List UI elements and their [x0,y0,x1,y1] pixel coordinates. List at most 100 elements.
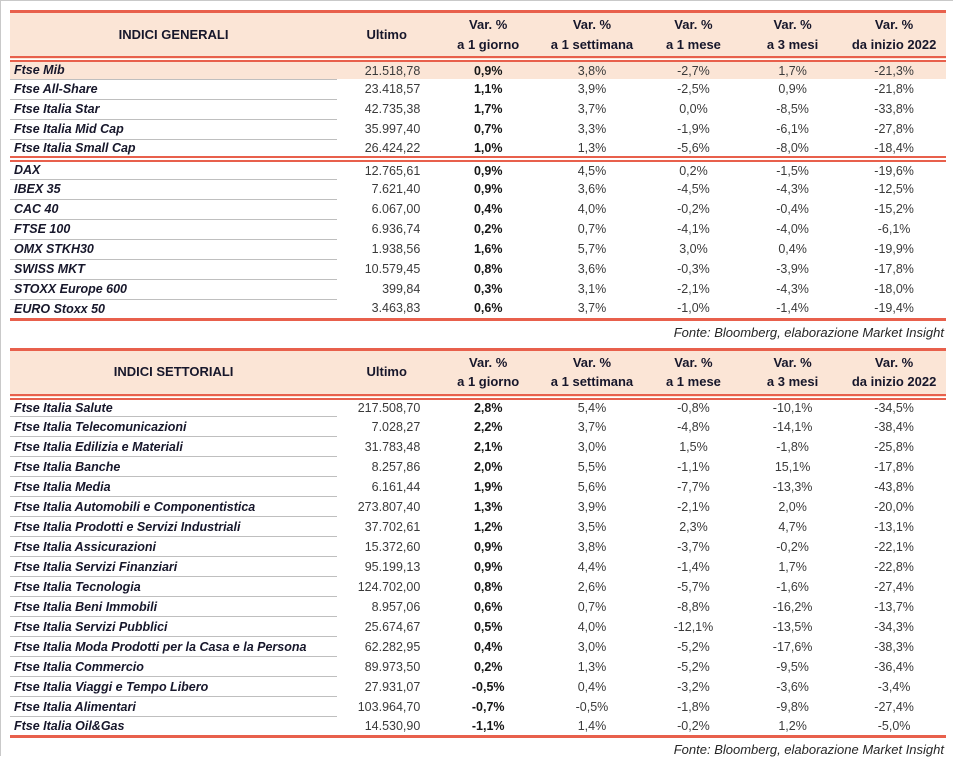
sector-indices-table: INDICI SETTORIALI Ultimo Var. % a 1 giorn… [10,347,946,738]
source-note-sector: Fonte: Bloomberg, elaborazione Market In… [673,742,944,757]
change-ytd-2022: -21,3% [842,59,946,79]
change-1-month: -2,5% [677,82,710,96]
change-1-month: -4,5% [677,182,710,196]
change-1-day: 0,9% [473,539,503,554]
last-value: 12.765,61 [364,163,421,178]
change-ytd-2022: -18,4% [842,139,946,162]
change-1-month: 2,3% [679,519,708,534]
change-ytd-2022: -27,4% [874,699,914,714]
change-3-months: 0,4% [778,242,807,256]
change-3-months: -4,3% [776,182,809,196]
table-row: Ftse Italia Small Cap 26.424,22 1,0% 1,3… [10,139,946,162]
change-3-months: -0,2% [776,539,809,554]
index-name: STOXX Europe 600 [10,279,338,300]
last-value: 217.508,70 [357,401,421,415]
index-name: SWISS MKT [10,259,338,280]
last-value: 35.997,40 [364,122,421,136]
change-3-months: -1,4% [776,301,809,316]
table-row: Ftse Italia Servizi Pubblici 25.674,67 0… [10,616,946,637]
col-header-var-ytd: Var. % da inizio 2022 [842,349,946,400]
last-value: 124.702,00 [357,579,421,594]
change-ytd-2022: -34,5% [874,401,914,415]
change-3-months: -4,0% [776,222,809,236]
index-name: Ftse Italia Moda Prodotti per la Casa e … [10,636,338,657]
change-1-week: 3,6% [577,262,607,276]
table-row: Ftse Italia Star 42.735,38 1,7% 3,7% 0,0… [10,99,946,120]
change-1-day: 0,8% [473,262,503,276]
change-1-week: 3,9% [577,499,607,514]
change-1-week: 3,8% [540,59,644,79]
change-1-day: 1,7% [473,102,503,116]
table-row: Ftse Italia Servizi Finanziari 95.199,13… [10,556,946,577]
change-ytd-2022: -19,9% [874,242,914,256]
source-note-general: Fonte: Bloomberg, elaborazione Market In… [673,324,944,340]
table-row: Ftse Italia Automobili e Componentistica… [10,496,946,517]
change-ytd-2022: -18,0% [874,282,914,296]
last-value: 95.199,13 [364,559,421,574]
sector-table-title: INDICI SETTORIALI [10,349,338,400]
change-1-month: -0,3% [677,262,710,276]
table-row: Ftse Italia Beni Immobili 8.957,06 0,6% … [10,596,946,617]
col-header-var-1-month: Var. % a 1 mese [643,349,744,400]
index-name: Ftse Italia Banche [10,456,338,477]
general-table-body: Ftse Mib 21.518,78 0,9% 3,8% -2,7% 1,7% … [10,59,946,320]
change-1-week: 4,0% [577,202,607,216]
table-row: Ftse Italia Assicurazioni 15.372,60 0,9%… [10,536,946,557]
table-row: EURO Stoxx 50 3.463,83 0,6% 3,7% -1,0% -… [10,299,946,320]
change-ytd-2022: -19,6% [874,163,914,178]
change-ytd-2022: -22,1% [874,539,914,554]
change-3-months: -1,5% [776,163,809,178]
index-name: Ftse Italia Salute [10,396,338,417]
change-ytd-2022: -25,8% [874,439,914,454]
change-1-day: 0,6% [473,599,503,614]
change-3-months: -9,8% [776,699,809,714]
change-ytd-2022: -21,8% [874,82,914,96]
change-1-week: 1,3% [540,139,644,162]
change-3-months: -9,5% [776,659,809,674]
col-header-var-1-week: Var. % a 1 settimana [540,349,644,400]
change-1-month: -1,8% [677,699,710,714]
last-value: 23.418,57 [364,82,421,96]
change-ytd-2022: -38,4% [874,419,914,434]
last-value: 6.936,74 [371,222,421,236]
change-1-month: -5,2% [677,659,710,674]
change-3-months: -17,6% [772,639,813,654]
change-1-week: 3,3% [577,122,607,136]
change-1-month: -2,1% [677,282,710,296]
change-3-months: -14,1% [772,419,813,434]
table-row: Ftse Italia Tecnologia 124.702,00 0,8% 2… [10,576,946,597]
table-row: Ftse Italia Alimentari 103.964,70 -0,7% … [10,696,946,717]
change-1-day: 2,2% [473,419,503,434]
index-name: Ftse Italia Small Cap [10,139,338,162]
change-3-months: -10,1% [772,401,813,415]
index-name: Ftse Italia Servizi Finanziari [10,556,338,577]
last-value: 7.621,40 [371,182,421,196]
last-value: 3.463,83 [371,301,421,316]
change-1-day: 0,4% [473,639,503,654]
change-1-day: 0,2% [473,222,503,236]
change-1-day: 0,9% [473,559,503,574]
change-1-day: 2,1% [473,439,503,454]
table-row: CAC 40 6.067,00 0,4% 4,0% -0,2% -0,4% -1… [10,199,946,220]
change-1-week: 3,9% [577,82,607,96]
change-ytd-2022: -17,8% [874,459,914,474]
change-1-day: 1,3% [473,499,503,514]
last-value: 273.807,40 [357,499,421,514]
change-3-months: -4,3% [776,282,809,296]
change-3-months: -3,6% [776,679,809,694]
last-value: 399,84 [382,282,421,296]
change-3-months: -1,8% [776,439,809,454]
table-row: STOXX Europe 600 399,84 0,3% 3,1% -2,1% … [10,279,946,300]
change-1-month: -3,7% [677,539,710,554]
change-1-day: 1,0% [436,139,541,162]
change-1-month: -5,2% [677,639,710,654]
last-value: 62.282,95 [364,639,421,654]
change-1-month: -12,1% [673,619,714,634]
general-indices-table: INDICI GENERALI Ultimo Var. % a 1 giorno … [10,10,946,321]
change-3-months: -8,5% [776,102,809,116]
index-name: Ftse Italia Edilizia e Materiali [10,436,338,457]
change-1-day: 0,7% [473,122,503,136]
change-1-day: 2,8% [473,401,503,415]
change-1-month: 3,0% [679,242,708,256]
